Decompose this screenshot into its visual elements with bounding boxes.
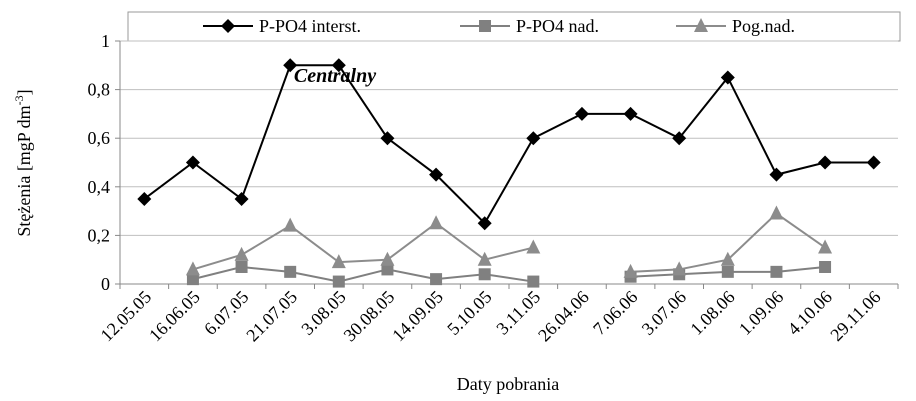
point: [721, 265, 734, 278]
y-tick-label: 0,4: [88, 177, 111, 197]
y-tick-label: 0,2: [88, 225, 111, 245]
x-tick-label: 14.09.05: [388, 287, 447, 346]
point: [818, 155, 833, 170]
point: [283, 58, 298, 73]
legend-marker: [694, 18, 708, 32]
point: [818, 239, 833, 254]
point: [331, 254, 346, 269]
series-line: [143, 64, 874, 225]
point: [819, 260, 832, 273]
point: [381, 263, 394, 276]
point: [234, 246, 249, 261]
point: [769, 167, 784, 182]
x-tick-label: 16.06.05: [145, 287, 204, 346]
legend-label: P-PO4 interst.: [259, 16, 361, 36]
legend-marker: [221, 19, 235, 33]
point: [430, 273, 443, 286]
y-tick-label: 0,8: [88, 80, 111, 100]
point: [283, 217, 298, 232]
point: [186, 273, 199, 286]
y-tick-label: 0,6: [88, 128, 111, 148]
point: [623, 106, 638, 121]
y-tick-label: 0: [101, 274, 110, 294]
x-tick-label: 1.08.06: [686, 287, 738, 339]
legend-marker: [479, 20, 491, 32]
x-tick-label: 29.11.06: [826, 287, 884, 345]
y-tick-label: 1: [101, 31, 110, 51]
x-tick-label: 7.06.06: [589, 287, 641, 339]
series-line: [192, 222, 534, 271]
y-axis-title-sup: -3: [12, 95, 26, 105]
point: [429, 167, 444, 182]
point: [478, 268, 491, 281]
y-axis-title-end: ]: [14, 89, 34, 95]
point: [284, 265, 297, 278]
y-axis-title-main: Stężenia [mgP dm: [14, 105, 34, 236]
point: [429, 215, 444, 230]
x-tick-label: 3.07.06: [638, 287, 690, 339]
point: [331, 58, 346, 73]
x-tick-label: 21.07.05: [242, 287, 301, 346]
point: [526, 239, 541, 254]
point: [380, 131, 395, 146]
point: [137, 191, 152, 206]
x-tick-label: 12.05.05: [96, 287, 155, 346]
point: [477, 216, 492, 231]
point: [477, 251, 492, 266]
point: [866, 155, 881, 170]
point: [720, 70, 735, 85]
point: [235, 260, 248, 273]
legend-label: P-PO4 nad.: [516, 16, 599, 36]
point: [770, 265, 783, 278]
point: [527, 275, 540, 288]
x-tick-label: 1.09.06: [735, 287, 787, 339]
point: [185, 261, 200, 276]
x-tick-label: 30.08.05: [340, 287, 399, 346]
point: [526, 131, 541, 146]
point: [234, 191, 249, 206]
y-axis-title: Stężenia [mgP dm-3]: [12, 89, 34, 236]
point: [332, 275, 345, 288]
legend-label: Pog.nad.: [732, 16, 795, 36]
annotation: Centralny: [294, 65, 376, 87]
legend-box: [127, 11, 901, 42]
point: [623, 263, 638, 278]
x-tick-label: 5.10.05: [443, 287, 495, 339]
point: [769, 205, 784, 220]
point: [574, 106, 589, 121]
series-line: [192, 265, 534, 283]
x-axis-title: Daty pobrania: [457, 374, 559, 394]
point: [185, 155, 200, 170]
point: [720, 251, 735, 266]
x-tick-label: 26.04.06: [534, 287, 593, 346]
point: [672, 261, 687, 276]
point: [672, 131, 687, 146]
point: [380, 251, 395, 266]
